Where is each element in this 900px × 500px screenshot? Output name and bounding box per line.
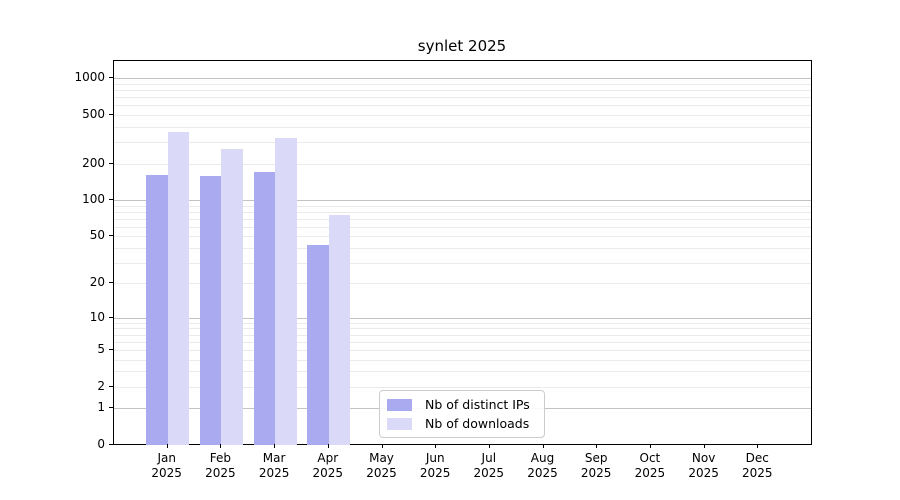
- y-tick-label-1: 1: [97, 400, 105, 415]
- y-tick-20: [109, 282, 113, 284]
- x-tick-apr: [327, 444, 329, 448]
- legend-label-downloads: Nb of downloads: [425, 416, 530, 431]
- y-tick-label-100: 100: [82, 192, 105, 206]
- legend: Nb of distinct IPs Nb of downloads: [379, 390, 545, 438]
- gridline-60: [114, 226, 811, 228]
- gridline-90: [114, 205, 811, 207]
- gridline-800: [114, 90, 811, 92]
- gridline-8: [114, 328, 811, 330]
- y-tick-label-200: 200: [82, 155, 105, 170]
- x-tick-label-dec: Dec 2025: [742, 451, 773, 480]
- gridline-20: [114, 283, 811, 285]
- y-tick-1000: [109, 77, 113, 79]
- x-tick-label-aug: Aug 2025: [527, 451, 558, 480]
- gridline-10: [114, 317, 811, 319]
- x-tick-nov: [703, 444, 705, 448]
- y-tick-10: [109, 316, 113, 318]
- x-tick-label-jan: Jan 2025: [151, 451, 182, 480]
- legend-item-downloads: Nb of downloads: [387, 416, 536, 431]
- bar-distinct-ips-jan: [146, 174, 168, 445]
- legend-item-distinct-ips: Nb of distinct IPs: [387, 397, 536, 412]
- x-tick-label-sep: Sep 2025: [580, 451, 612, 480]
- x-tick-sep: [596, 444, 598, 448]
- x-tick-label-mar: Mar 2025: [258, 451, 290, 480]
- bar-downloads-apr: [328, 215, 351, 445]
- gridline-200: [114, 163, 811, 165]
- gridline-7: [114, 334, 811, 336]
- bar-downloads-feb: [221, 148, 243, 445]
- x-tick-aug: [542, 444, 544, 448]
- y-tick-500: [109, 114, 113, 115]
- x-tick-label-jun: Jun 2025: [419, 451, 451, 480]
- y-tick-label-50: 50: [89, 228, 105, 243]
- bar-downloads-mar: [275, 137, 297, 445]
- y-tick-label-1000: 1000: [74, 70, 105, 85]
- gridline-40: [114, 247, 811, 249]
- x-tick-jun: [435, 444, 437, 448]
- x-tick-oct: [649, 444, 651, 448]
- bar-distinct-ips-mar: [253, 172, 276, 445]
- y-tick-label-0: 0: [97, 437, 105, 451]
- y-tick-label-5: 5: [97, 341, 105, 356]
- x-tick-jan: [166, 444, 168, 448]
- y-tick-label-500: 500: [82, 107, 105, 121]
- plot-area: [113, 60, 812, 445]
- x-tick-dec: [757, 444, 759, 448]
- gridline-50: [114, 236, 811, 238]
- x-tick-label-apr: Apr 2025: [312, 451, 344, 480]
- legend-label-distinct-ips: Nb of distinct IPs: [425, 397, 530, 412]
- y-tick-50: [109, 235, 113, 237]
- chart-title: synlet 2025: [417, 37, 507, 55]
- x-tick-may: [381, 444, 383, 448]
- gridline-400: [114, 126, 811, 128]
- x-tick-feb: [220, 444, 222, 448]
- gridline-3: [114, 371, 811, 373]
- y-tick-5: [109, 348, 113, 350]
- gridline-80: [114, 211, 811, 213]
- x-tick-label-jul: Jul 2025: [473, 451, 505, 480]
- gridline-30: [114, 262, 811, 264]
- gridline-300: [114, 142, 811, 143]
- gridline-600: [114, 105, 811, 107]
- gridline-4: [114, 359, 811, 361]
- gridline-900: [114, 83, 811, 85]
- legend-swatch-downloads: [387, 417, 412, 430]
- x-tick-label-nov: Nov 2025: [688, 451, 719, 480]
- y-tick-label-10: 10: [89, 309, 105, 324]
- y-tick-1: [109, 407, 113, 409]
- y-tick-2: [109, 385, 113, 387]
- gridline-1000: [114, 78, 811, 80]
- x-tick-label-feb: Feb 2025: [205, 451, 236, 480]
- x-tick-label-may: May 2025: [366, 451, 397, 480]
- bar-distinct-ips-feb: [199, 175, 222, 445]
- gridline-500: [114, 115, 811, 116]
- gridline-9: [114, 322, 811, 324]
- gridline-70: [114, 218, 811, 220]
- gridline-2: [114, 386, 811, 388]
- bar-distinct-ips-apr: [307, 245, 329, 445]
- y-tick-label-20: 20: [89, 275, 105, 290]
- gridline-100: [114, 200, 811, 201]
- y-tick-0: [109, 444, 113, 445]
- x-tick-jul: [488, 444, 490, 448]
- gridline-5: [114, 349, 811, 351]
- y-tick-label-2: 2: [97, 378, 105, 393]
- gridline-6: [114, 341, 811, 343]
- y-tick-200: [109, 162, 113, 164]
- bar-downloads-jan: [167, 131, 190, 445]
- y-tick-100: [109, 199, 113, 200]
- legend-swatch-distinct-ips: [387, 398, 412, 411]
- gridline-700: [114, 97, 811, 99]
- x-tick-label-oct: Oct 2025: [634, 451, 666, 480]
- x-tick-mar: [274, 444, 276, 448]
